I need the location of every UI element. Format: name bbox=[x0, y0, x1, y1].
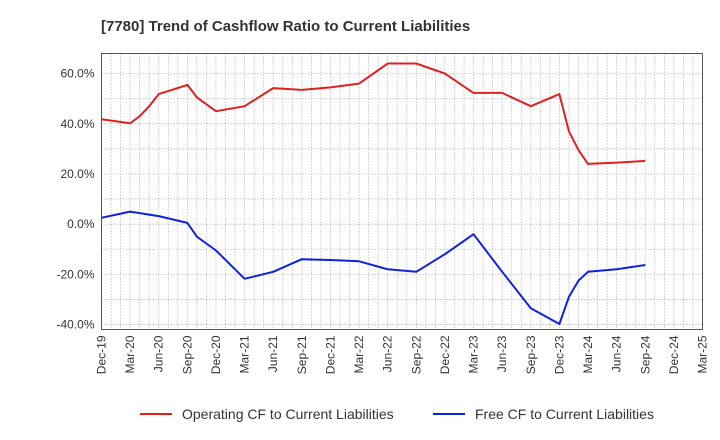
x-tick-label: Dec-23 bbox=[552, 335, 566, 374]
legend: Operating CF to Current Liabilities Free … bbox=[140, 406, 654, 422]
legend-label: Free CF to Current Liabilities bbox=[475, 406, 654, 422]
y-tick-label: -20.0% bbox=[56, 267, 94, 281]
x-tick-label: Sep-24 bbox=[638, 335, 652, 374]
x-tick-label: Dec-24 bbox=[667, 335, 681, 374]
x-tick-label: Jun-22 bbox=[381, 335, 395, 372]
x-tick-label: Dec-20 bbox=[209, 335, 223, 374]
x-tick-label: Jun-20 bbox=[152, 335, 166, 372]
x-tick-label: Mar-22 bbox=[352, 335, 366, 373]
x-tick-label: Sep-20 bbox=[180, 335, 194, 374]
free-cf-line bbox=[101, 210, 646, 325]
grid-lines bbox=[101, 53, 703, 330]
chart-title: [7780] Trend of Cashflow Ratio to Curren… bbox=[101, 18, 470, 35]
x-tick-label: Mar-20 bbox=[123, 335, 137, 373]
y-tick-label: 60.0% bbox=[60, 67, 94, 81]
legend-label: Operating CF to Current Liabilities bbox=[182, 406, 394, 422]
x-tick-label: Jun-24 bbox=[610, 335, 624, 372]
y-tick-label: -40.0% bbox=[56, 317, 94, 331]
x-tick-label: Dec-19 bbox=[95, 335, 109, 374]
series-lines bbox=[101, 62, 646, 325]
plot-frame bbox=[101, 53, 703, 330]
x-tick-label: Jun-23 bbox=[495, 335, 509, 372]
y-axis: 60.0% 40.0% 20.0% 0.0% -20.0% -40.0% bbox=[56, 67, 94, 332]
y-tick-label: 40.0% bbox=[60, 117, 94, 131]
x-tick-label: Sep-22 bbox=[409, 335, 423, 374]
x-tick-label: Dec-21 bbox=[323, 335, 337, 374]
y-tick-label: 0.0% bbox=[67, 217, 95, 231]
x-tick-label: Dec-22 bbox=[438, 335, 452, 374]
x-tick-label: Mar-24 bbox=[581, 335, 595, 373]
x-tick-label: Sep-23 bbox=[524, 335, 538, 374]
x-tick-label: Sep-21 bbox=[295, 335, 309, 374]
x-axis: Dec-19 Mar-20 Jun-20 Sep-20 Dec-20 Mar-21 Jun-… bbox=[95, 335, 710, 374]
x-tick-label: Jun-21 bbox=[266, 335, 280, 372]
y-tick-label: 20.0% bbox=[60, 167, 94, 181]
x-tick-label: Mar-23 bbox=[467, 335, 481, 373]
x-tick-label: Mar-21 bbox=[238, 335, 252, 373]
x-tick-label: Mar-25 bbox=[696, 335, 710, 373]
operating-cf-line bbox=[101, 62, 646, 165]
